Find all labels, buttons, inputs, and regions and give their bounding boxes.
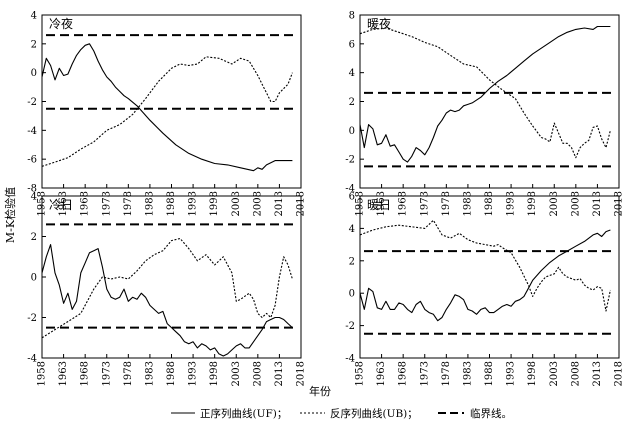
uf-series-line	[359, 229, 611, 322]
plot-frame	[359, 14, 620, 189]
y-tick-label: -6	[27, 155, 37, 166]
y-tick-label: -8	[27, 184, 37, 195]
x-tick-label: 1988	[484, 361, 495, 386]
y-tick-label: 8	[349, 11, 355, 22]
x-tick-label: 1993	[506, 361, 517, 386]
x-tick-label: 1983	[462, 191, 473, 216]
y-tick-label: -2	[345, 155, 355, 166]
panel-title: 冷日	[49, 198, 73, 212]
y-tick-label: 2	[31, 232, 37, 243]
y-tick-label: -2	[27, 313, 37, 324]
panel-warm-days: -4 -2 0 2 4 6 1958 1963 1968 1973 1978 1983 1988 1993…	[345, 192, 624, 387]
x-tick-label: 1978	[441, 191, 452, 216]
x-tick-label: 2008	[252, 191, 263, 216]
uf-series-line	[41, 244, 293, 357]
x-tick-label: 2013	[274, 361, 285, 386]
x-tick-label: 1993	[188, 361, 199, 386]
x-tick-label: 1993	[506, 191, 517, 216]
x-tick-label: 1983	[144, 361, 155, 386]
x-axis-label: 年份	[309, 384, 331, 398]
y-tick-label: 6	[349, 192, 355, 203]
x-tick-label: 1968	[398, 191, 409, 216]
x-tick-label: 1958	[355, 361, 366, 386]
x-tick-label: 2003	[231, 191, 242, 216]
y-tick-label: 0	[349, 126, 355, 137]
x-tick-label: 2013	[592, 361, 603, 386]
legend: 正序列曲线(UF)； 反序列曲线(UB)； 临界线。	[171, 407, 512, 420]
y-tick-label: 4	[31, 11, 37, 22]
y-tick-label: 4	[349, 68, 355, 79]
x-tick-label: 1958	[37, 361, 48, 386]
y-tick-label: 4	[31, 192, 37, 203]
y-tick-label: 0	[31, 273, 37, 284]
x-tick-label: 1963	[58, 361, 69, 386]
x-tick-label: 1998	[209, 361, 220, 386]
y-tick-label: 0	[349, 289, 355, 300]
x-tick-label: 1983	[462, 361, 473, 386]
x-tick-label: 1973	[419, 361, 430, 386]
y-tick-label: 4	[349, 224, 355, 235]
x-tick-label: 2003	[549, 361, 560, 386]
uf-series-line	[41, 43, 293, 172]
x-tick-label: 1968	[398, 361, 409, 386]
y-tick-label: 0	[31, 68, 37, 79]
x-tick-label: 1998	[209, 191, 220, 216]
x-tick-label: 2008	[570, 361, 581, 386]
x-tick-label: 1998	[527, 191, 538, 216]
x-tick-label: 2008	[570, 191, 581, 216]
x-tick-label: 2003	[549, 191, 560, 216]
y-tick-label: -2	[345, 321, 355, 332]
x-tick-label: 1963	[58, 191, 69, 216]
x-tick-label: 1963	[376, 361, 387, 386]
y-tick-label: -4	[27, 354, 37, 365]
x-tick-label: 1973	[419, 191, 430, 216]
ub-series-line	[41, 56, 293, 167]
legend-critical-label: 临界线。	[470, 407, 512, 420]
y-tick-label: 2	[349, 97, 355, 108]
x-tick-label: 1963	[376, 191, 387, 216]
y-tick-label: 2	[31, 39, 37, 50]
x-tick-label: 1978	[123, 191, 134, 216]
y-tick-label: -2	[27, 97, 37, 108]
x-tick-label: 2003	[231, 361, 242, 386]
x-tick-label: 2013	[274, 191, 285, 216]
y-tick-label: -4	[345, 184, 355, 195]
y-tick-label: -4	[345, 354, 355, 365]
ub-series-line	[41, 237, 293, 339]
panel-cold-days: -4 -2 0 2 4 1958 1963 1968 1973 1978 1983 1988 1993 1…	[27, 192, 306, 387]
y-tick-label: 2	[349, 256, 355, 267]
x-tick-label: 1973	[101, 361, 112, 386]
plot-frame	[41, 14, 302, 189]
x-tick-label: 1968	[80, 191, 91, 216]
y-axis-label: M-K检验值	[3, 187, 17, 243]
plot-frame	[41, 195, 302, 359]
y-tick-label: 6	[349, 39, 355, 50]
uf-series-line	[359, 25, 611, 163]
panel-title: 暖夜	[367, 16, 391, 31]
ub-series-line	[359, 219, 611, 312]
x-tick-label: 1978	[441, 361, 452, 386]
x-tick-label: 2018	[614, 361, 625, 386]
y-tick-label: -4	[27, 126, 37, 137]
x-tick-label: 1978	[123, 361, 134, 386]
x-tick-label: 1988	[484, 191, 495, 216]
x-tick-label: 2013	[592, 191, 603, 216]
x-tick-label: 1973	[101, 191, 112, 216]
panel-title: 暖日	[367, 198, 391, 212]
x-tick-label: 1998	[527, 361, 538, 386]
legend-uf-label: 正序列曲线(UF)；	[200, 407, 287, 420]
x-tick-label: 1993	[188, 191, 199, 216]
x-tick-label: 1983	[144, 191, 155, 216]
x-tick-label: 2018	[296, 361, 307, 386]
panel-title: 冷夜	[49, 16, 73, 31]
legend-ub-label: 反序列曲线(UB)；	[330, 407, 418, 420]
x-tick-label: 1988	[166, 361, 177, 386]
x-tick-label: 1988	[166, 191, 177, 216]
x-tick-label: 2008	[252, 361, 263, 386]
x-tick-label: 1968	[80, 361, 91, 386]
ub-series-line	[359, 27, 611, 159]
